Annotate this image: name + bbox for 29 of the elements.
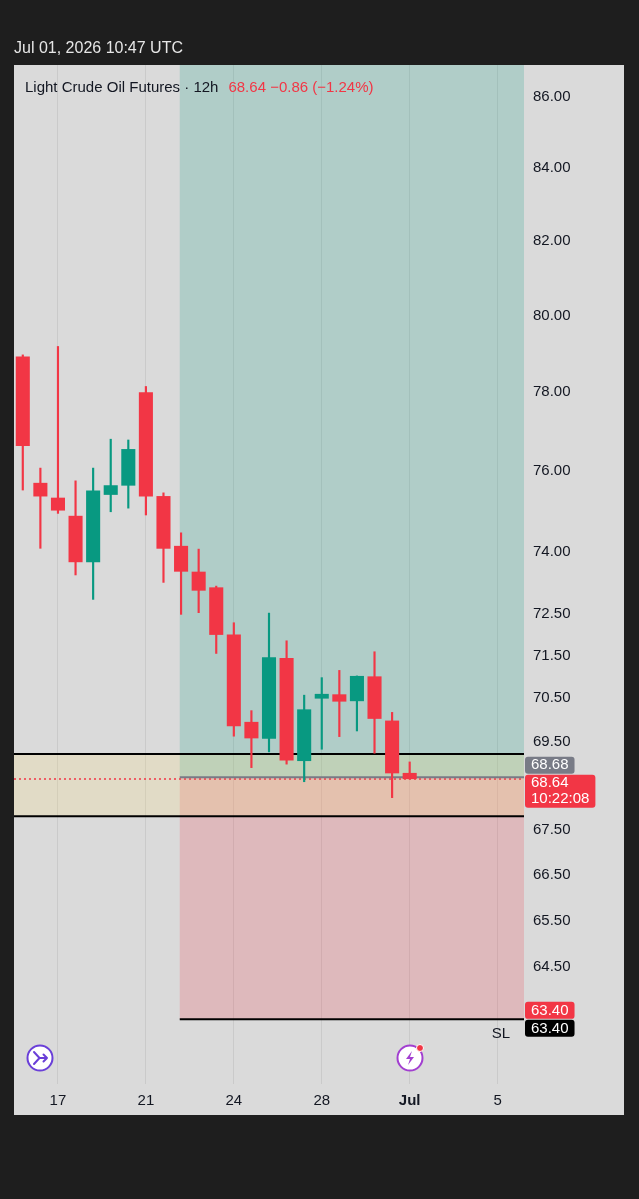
y-tick-label: 84.00 — [533, 158, 571, 176]
y-tick-label: 76.00 — [533, 461, 571, 479]
text: Light Crude Oil Futures · 12h — [25, 78, 219, 95]
y-tick-label: 66.50 — [533, 865, 571, 883]
text: Jul 01, 2026 10:47 UTC — [14, 38, 183, 58]
x-tick-label: 21 — [137, 1091, 155, 1109]
y-tick-label: 64.50 — [533, 957, 571, 975]
y-tick-label: 71.50 — [533, 645, 571, 663]
y-tick-label: 72.50 — [533, 603, 571, 621]
x-tick-label: 5 — [493, 1091, 502, 1109]
y-tick-label: 74.00 — [533, 541, 571, 559]
ref-line-label: 63.40 — [531, 1018, 569, 1036]
x-tick-label: Jul — [398, 1091, 421, 1109]
x-tick-label: 17 — [49, 1091, 67, 1109]
text: 68.64 −0.86 (−1.24%) — [228, 78, 374, 95]
annotation: SL — [491, 1023, 510, 1041]
y-tick-label: 80.00 — [533, 305, 571, 323]
x-tick-label: 28 — [313, 1091, 331, 1109]
y-tick-label: 78.00 — [533, 382, 571, 400]
y-tick-label: 82.00 — [533, 231, 571, 249]
band-label: 63.40 — [531, 1000, 569, 1018]
x-tick-label: 24 — [225, 1091, 243, 1109]
ref-line-label: 68.64 10:22:08 — [531, 773, 590, 807]
ref-line-label: 68.68 — [531, 755, 569, 773]
y-tick-label: 86.00 — [533, 86, 571, 104]
y-tick-label: 69.50 — [533, 731, 571, 749]
y-tick-label: 67.50 — [533, 819, 571, 837]
y-tick-label: 65.50 — [533, 910, 571, 928]
y-tick-label: 70.50 — [533, 688, 571, 706]
